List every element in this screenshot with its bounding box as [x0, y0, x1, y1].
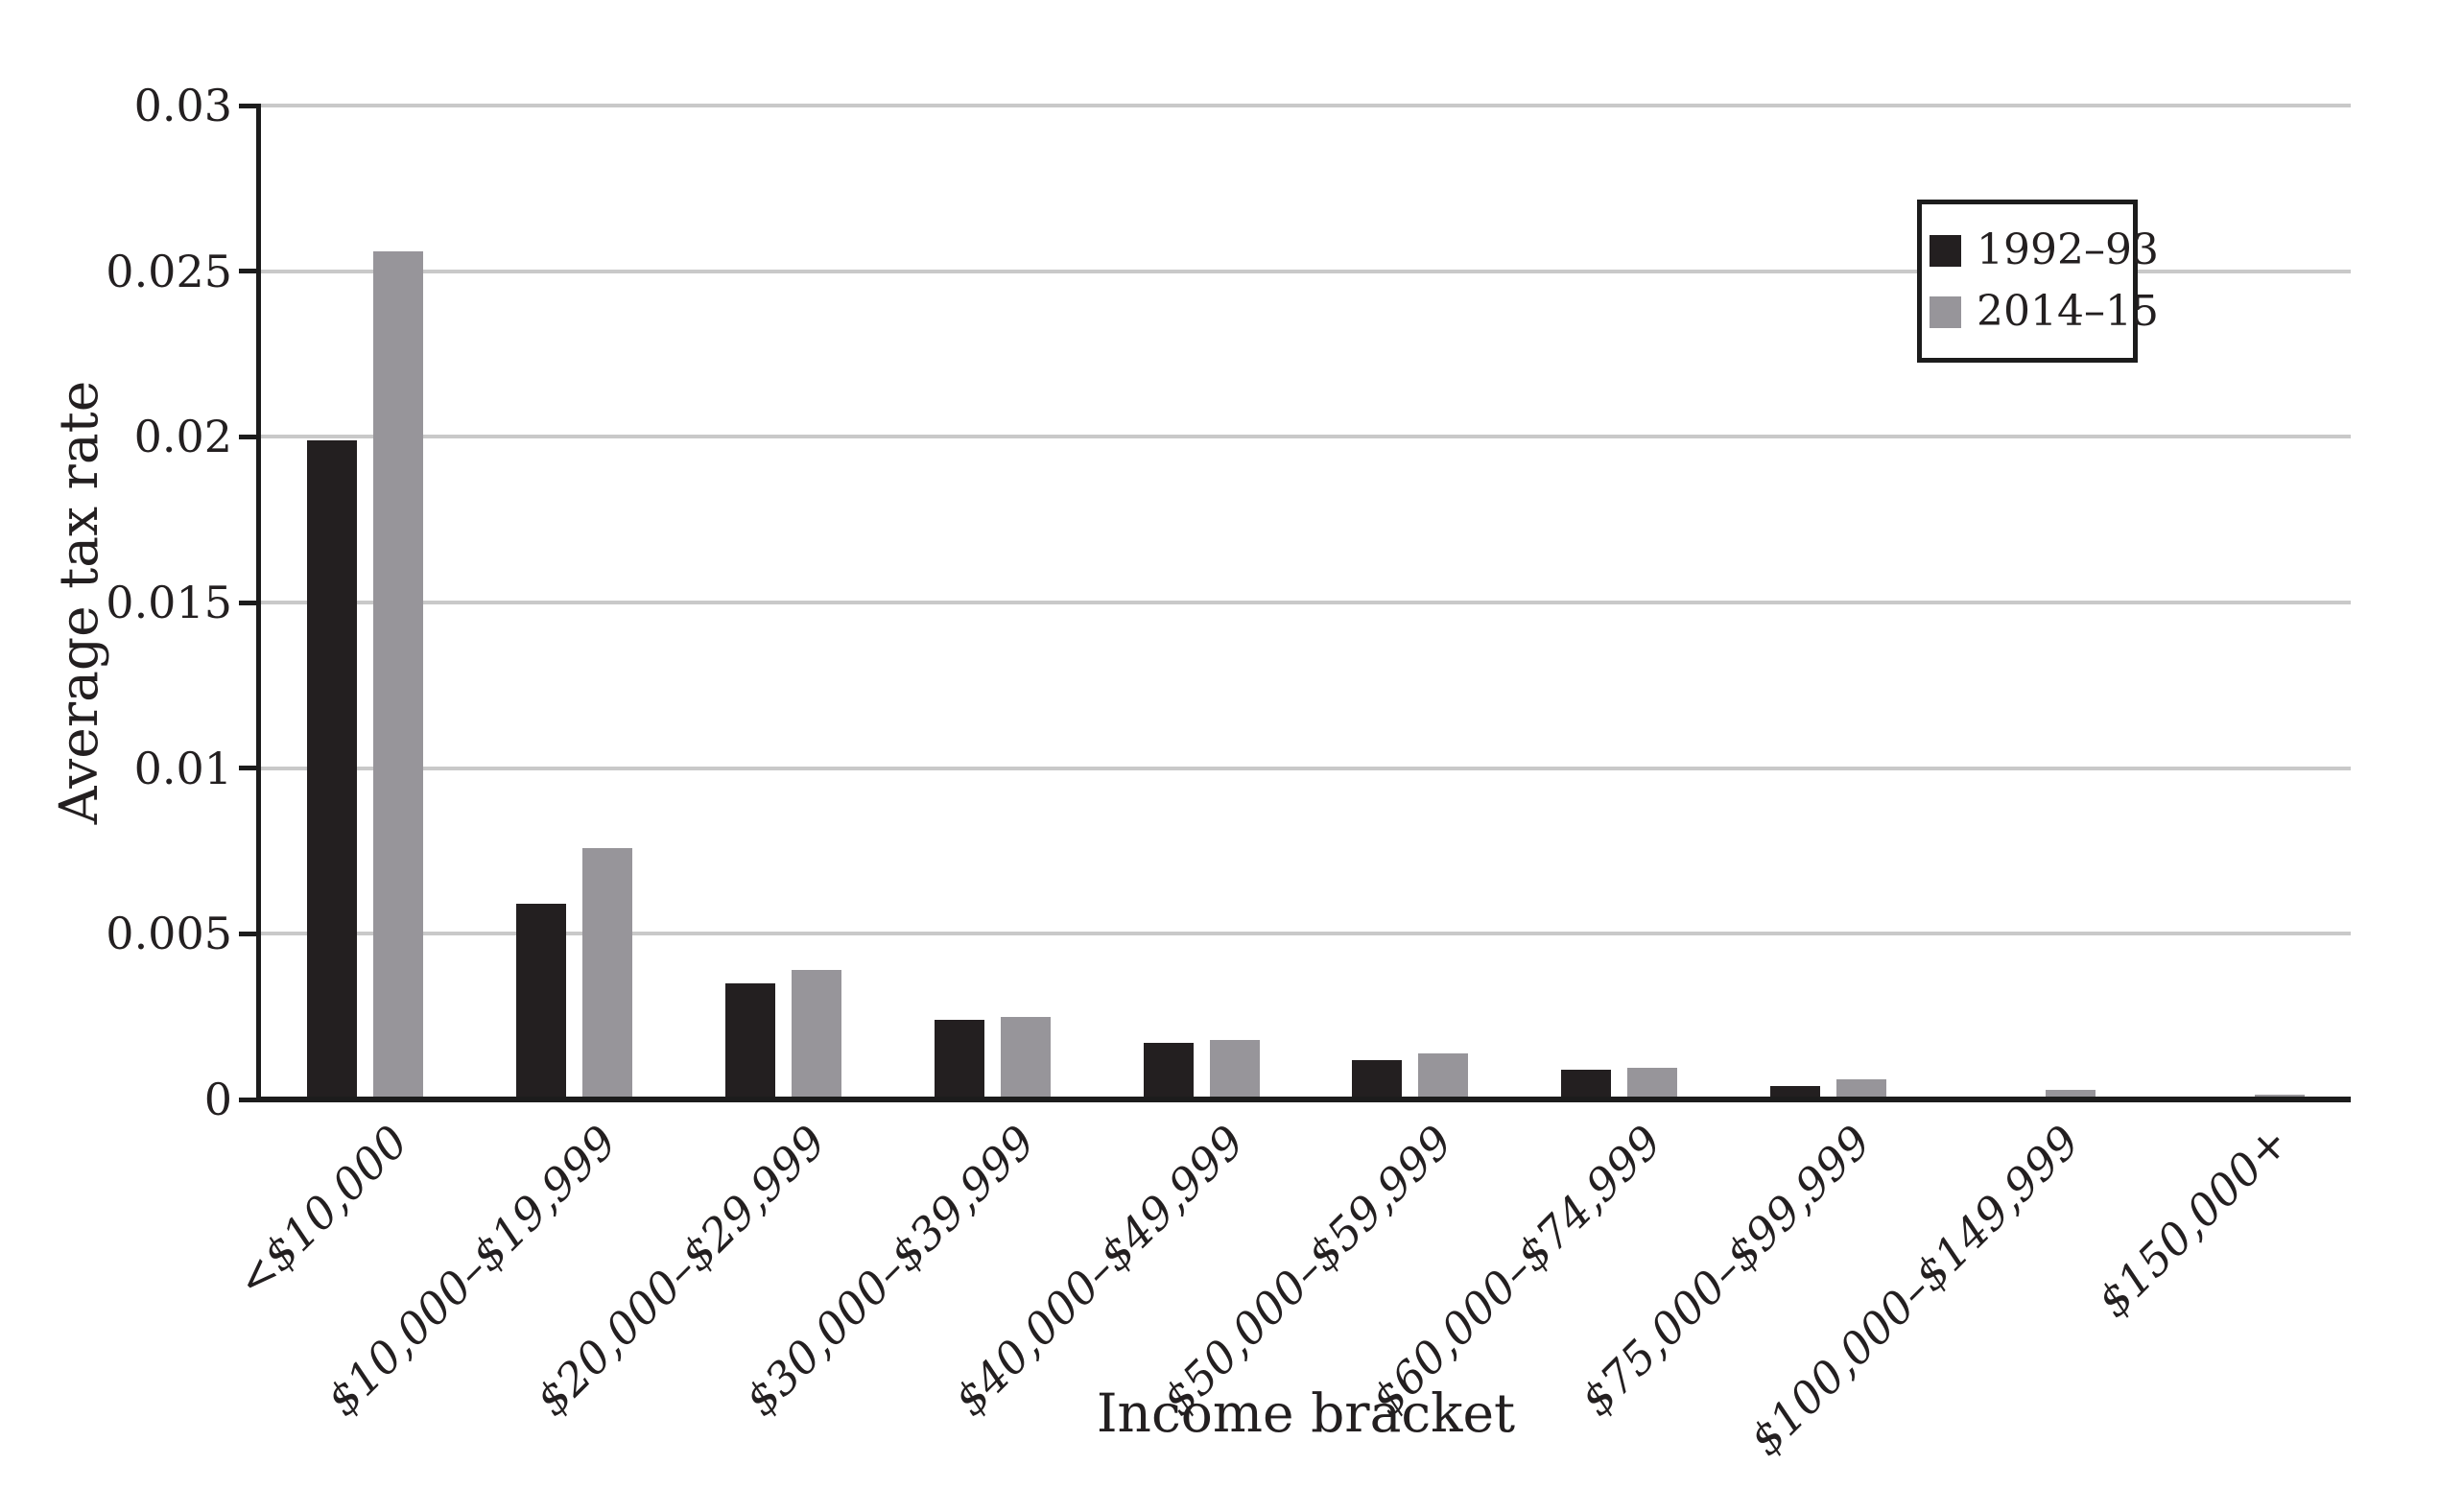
legend-swatch-1992-93: [1930, 234, 1961, 267]
y-tick-label: 0: [203, 1074, 232, 1125]
grid-line: [261, 269, 2351, 273]
bar-1992-93: [1561, 1069, 1612, 1099]
legend-swatch-2014-15: [1930, 295, 1961, 328]
category-slot: [1932, 106, 2142, 1099]
y-tick: [239, 103, 256, 108]
bar-1992-93: [516, 904, 567, 1099]
y-tick: [239, 434, 256, 439]
legend-row: 2014–15: [1930, 291, 2159, 333]
bar-1992-93: [307, 439, 358, 1099]
bar-2014-15: [1627, 1068, 1678, 1099]
y-tick: [239, 931, 256, 936]
y-tick-label: 0.03: [133, 80, 232, 131]
category-slot: [679, 106, 888, 1099]
y-tick: [239, 1097, 256, 1102]
x-axis-title: Income bracket: [1096, 1382, 1516, 1444]
grid-line: [261, 601, 2351, 604]
category-slot: [2142, 106, 2351, 1099]
grid-line: [261, 932, 2351, 936]
bar-1992-93: [724, 983, 775, 1099]
bar-2014-15: [582, 847, 633, 1099]
y-tick: [239, 269, 256, 274]
bar-1992-93: [934, 1020, 984, 1099]
grid-line: [261, 766, 2351, 770]
category-slot: [1515, 106, 1724, 1099]
y-tick-label: 0.01: [133, 742, 232, 794]
bar-2014-15: [791, 970, 841, 1099]
category-slot: [1097, 106, 1306, 1099]
bar-2014-15: [1000, 1016, 1051, 1099]
y-tick-label: 0.025: [106, 245, 232, 297]
legend: 1992–93 2014–15: [1917, 200, 2159, 363]
bar-2014-15: [373, 250, 424, 1099]
x-tick-labels: <$10,000 $10,000–$19,999 $20,000–$29,999 $3…: [226, 1115, 2351, 1466]
y-tick-label: 0.015: [106, 577, 232, 628]
x-tick-label: $150,000+: [2087, 1115, 2299, 1328]
y-axis-title: Average tax rate: [48, 380, 109, 825]
category-slot: [1724, 106, 1933, 1099]
bar-2014-15: [2045, 1089, 2096, 1099]
y-tick: [239, 600, 256, 605]
bar-1992-93: [1352, 1059, 1403, 1099]
bar-1992-93: [1769, 1086, 1820, 1099]
legend-label: 2014–15: [1977, 287, 2159, 336]
bar-2014-15: [1209, 1039, 1260, 1099]
bar-1992-93: [1143, 1043, 1194, 1099]
legend-row: 1992–93: [1930, 229, 2159, 272]
category-slot: [261, 106, 470, 1099]
grid-line: [261, 104, 2351, 107]
grid-line: [261, 435, 2351, 439]
bar-2014-15: [1418, 1052, 1469, 1099]
category-slot: [470, 106, 679, 1099]
y-tick-label: 0.02: [133, 411, 232, 463]
category-slot: [888, 106, 1097, 1099]
bar-2014-15: [1835, 1079, 1886, 1099]
y-tick-label: 0.005: [106, 908, 232, 960]
y-axis-line: [256, 104, 261, 1102]
x-tick-label: <$10,000: [225, 1115, 418, 1308]
bars-layer: [261, 106, 2351, 1099]
legend-label: 1992–93: [1977, 225, 2159, 274]
y-tick: [239, 766, 256, 771]
x-axis-line: [256, 1097, 2351, 1102]
category-slot: [1306, 106, 1515, 1099]
plot-area: 0 0.005 0.01 0.015 0.02 0.025 0.03: [106, 83, 2351, 1122]
